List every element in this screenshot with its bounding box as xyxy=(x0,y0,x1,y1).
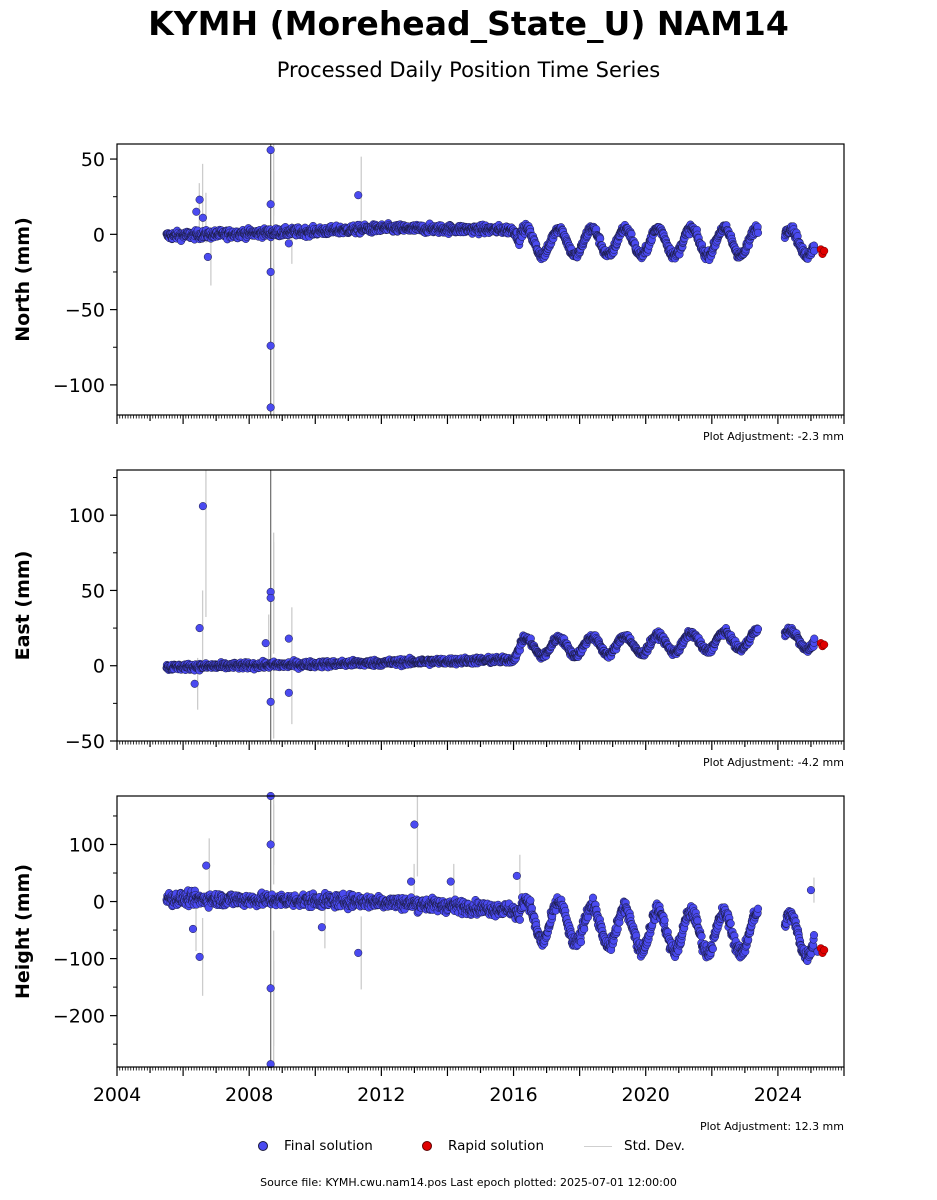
plot-adjustment-label: Plot Adjustment: -2.3 mm xyxy=(703,430,844,443)
y-axis-label: East (mm) xyxy=(12,551,34,661)
rapid-point xyxy=(820,246,829,255)
y-tick-label: −100 xyxy=(53,375,105,397)
final-outlier-point xyxy=(266,593,275,603)
y-tick-label: 0 xyxy=(93,656,105,678)
final-outlier-point xyxy=(203,252,212,261)
final-outlier-point xyxy=(198,213,207,222)
final-outlier-point xyxy=(284,239,293,248)
y-tick-label: 0 xyxy=(93,224,105,246)
y-tick-label: 50 xyxy=(81,580,105,602)
final-solution-series xyxy=(162,623,819,675)
rapid-point xyxy=(820,640,829,649)
final-outlier-point xyxy=(192,207,201,216)
final-outlier-point xyxy=(810,246,819,255)
y-tick-label: 100 xyxy=(69,505,105,527)
final-solution-series xyxy=(162,219,819,265)
final-outlier-point xyxy=(266,267,275,277)
final-outlier-point xyxy=(266,341,275,350)
final-outlier-point xyxy=(284,634,293,643)
final-point xyxy=(753,624,763,634)
final-outlier-point xyxy=(195,624,204,633)
final-outlier-point xyxy=(261,639,270,648)
final-outlier-point xyxy=(284,688,293,697)
y-axis-label: North (mm) xyxy=(12,217,34,342)
final-outlier-point xyxy=(198,502,207,511)
final-outlier-point xyxy=(354,191,363,200)
final-solution-series xyxy=(162,886,819,966)
page-subtitle: Processed Daily Position Time Series xyxy=(276,58,661,82)
plot-adjustment-label: Plot Adjustment: -4.2 mm xyxy=(703,756,844,769)
y-tick-label: −50 xyxy=(65,300,105,322)
y-tick-label: −50 xyxy=(65,731,105,753)
page-title: KYMH (Morehead_State_U) NAM14 xyxy=(148,4,789,43)
final-outlier-point xyxy=(810,634,819,643)
final-outlier-point xyxy=(266,403,275,412)
y-tick-label: 50 xyxy=(81,149,105,171)
plot-frame xyxy=(116,469,845,742)
final-outlier-point xyxy=(190,679,199,688)
final-outlier-point xyxy=(266,697,275,706)
final-point xyxy=(753,228,763,237)
plot-frame xyxy=(116,143,845,416)
final-outlier-point xyxy=(195,195,204,204)
final-outlier-point xyxy=(266,200,275,209)
final-outlier-point xyxy=(266,145,275,155)
